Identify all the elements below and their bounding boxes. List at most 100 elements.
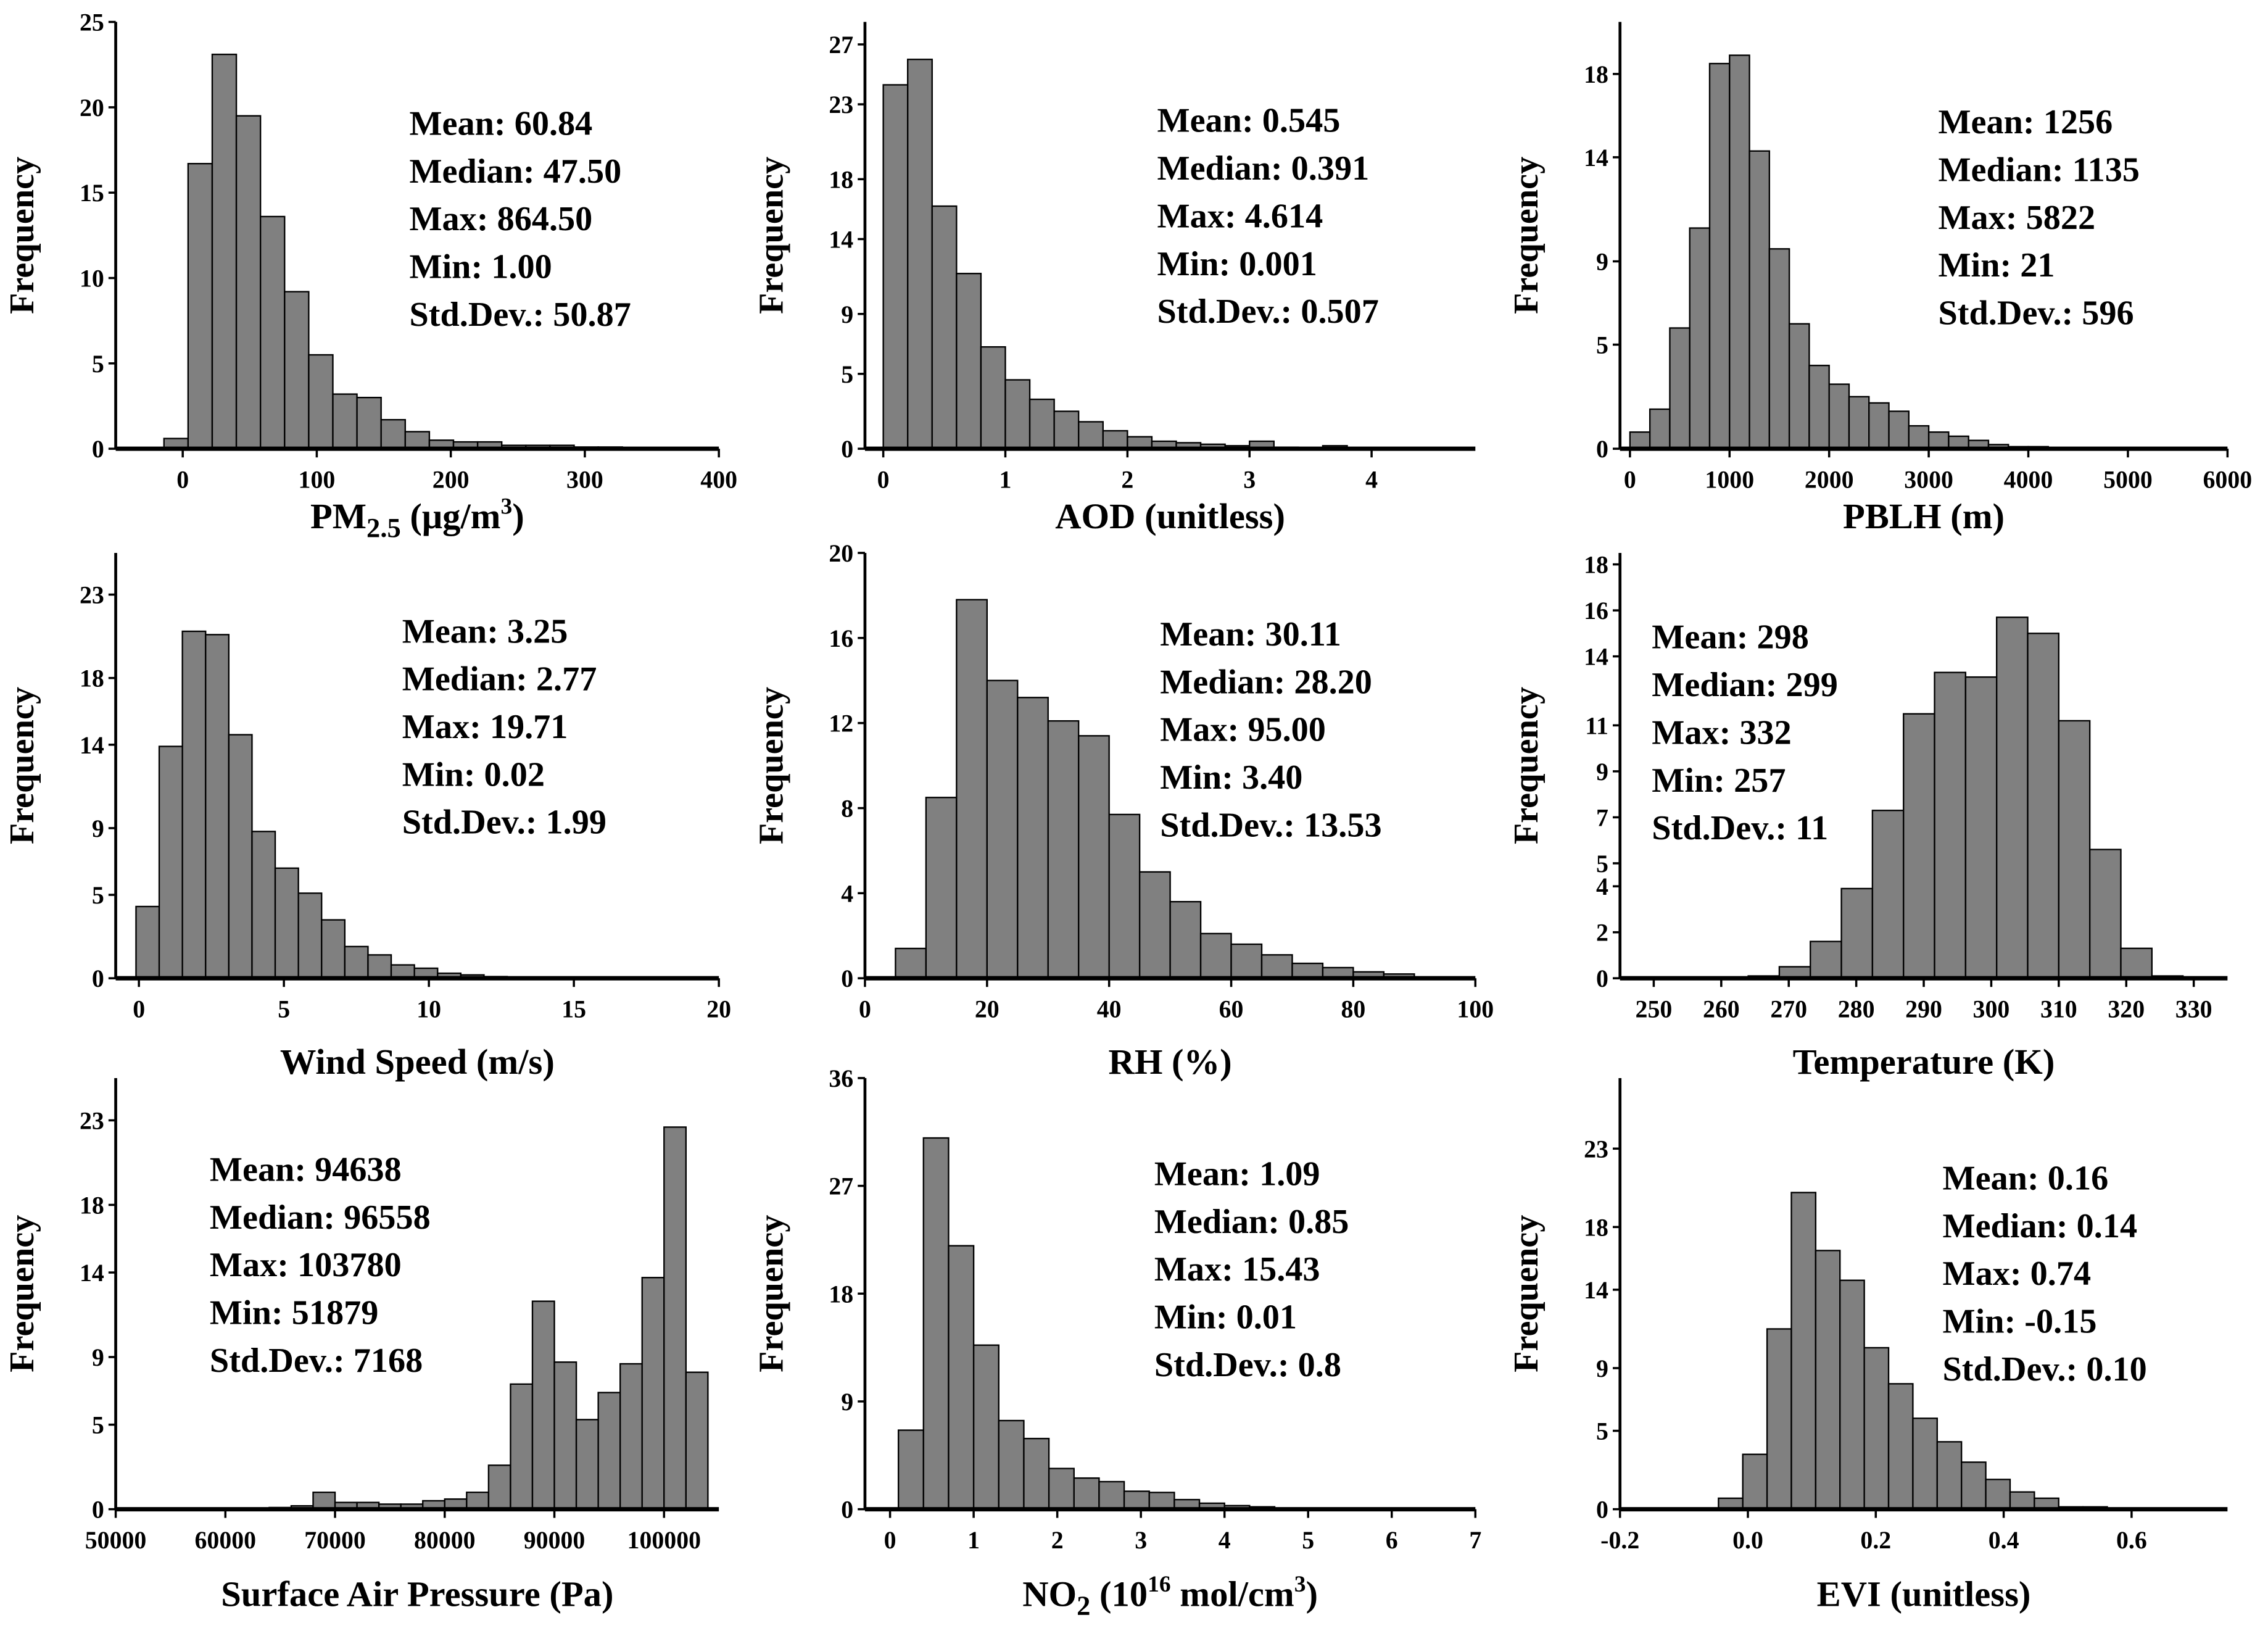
x-tick-label: 4000 xyxy=(2004,465,2053,493)
histogram-bar xyxy=(2027,633,2060,979)
y-axis-title: Frequency xyxy=(1507,687,1546,844)
histogram-bar xyxy=(1871,810,1905,979)
histogram-bar xyxy=(597,1392,621,1510)
histogram-bar xyxy=(211,53,238,450)
x-tick-label: 1 xyxy=(999,465,1012,493)
y-axis-title: Frequency xyxy=(3,157,41,314)
y-tick-label: 18 xyxy=(829,1280,853,1308)
summary-statistic: Max: 0.74 xyxy=(1943,1255,2092,1293)
y-axis-title: Frequency xyxy=(1507,1215,1546,1372)
x-tick-label: 5000 xyxy=(2103,465,2153,493)
y-tick-label: 18 xyxy=(1584,1213,1608,1241)
y-tick-label: 9 xyxy=(1596,758,1608,786)
x-tick-label: 5 xyxy=(278,995,290,1023)
summary-statistic: Std.Dev.: 0.8 xyxy=(1154,1346,1341,1384)
x-tick-label: 0.4 xyxy=(1989,1526,2019,1554)
x-tick-label: 6 xyxy=(1386,1526,1398,1554)
x-tick-label: 1 xyxy=(967,1526,980,1554)
x-tick-label: 70000 xyxy=(304,1526,366,1554)
x-tick-label: 3000 xyxy=(1904,465,1953,493)
y-axis-title: Frequency xyxy=(3,687,41,844)
summary-statistic: Mean: 0.16 xyxy=(1943,1159,2109,1197)
y-tick-label: 0 xyxy=(92,965,104,992)
x-tick-label: 400 xyxy=(700,465,737,493)
histogram-bar xyxy=(1934,671,1967,979)
x-tick-label: 10 xyxy=(416,995,441,1023)
x-tick-label: 2 xyxy=(1121,465,1133,493)
x-tick-label: 2000 xyxy=(1805,465,1854,493)
x-tick-label: 0 xyxy=(884,1526,896,1554)
histogram-bar xyxy=(1260,954,1293,979)
x-tick-label: 0 xyxy=(176,465,189,493)
summary-statistic: Std.Dev.: 11 xyxy=(1652,809,1828,847)
histogram-bar xyxy=(1708,62,1731,450)
histogram-bar xyxy=(1291,962,1324,979)
summary-statistic: Min: 0.001 xyxy=(1157,245,1317,283)
histogram-bar xyxy=(553,1361,577,1510)
y-tick-label: 7 xyxy=(1596,803,1608,831)
y-tick-label: 14 xyxy=(829,225,853,253)
y-tick-label: 27 xyxy=(829,31,853,59)
x-tick-label: 2 xyxy=(1051,1526,1064,1554)
histogram-bar xyxy=(1199,932,1232,979)
x-tick-label: 0 xyxy=(133,995,145,1023)
summary-statistic: Min: 0.01 xyxy=(1154,1298,1297,1337)
histogram-bar xyxy=(466,1492,490,1510)
histogram-bar xyxy=(274,867,299,979)
x-tick-label: 15 xyxy=(561,995,586,1023)
histogram-bar xyxy=(2120,947,2153,979)
x-axis-title: Surface Air Pressure (Pa) xyxy=(221,1574,613,1614)
x-tick-label: 270 xyxy=(1770,995,1807,1023)
summary-statistic: Mean: 1256 xyxy=(1938,103,2113,141)
x-axis-title: RH (%) xyxy=(1109,1042,1232,1082)
summary-statistic: Min: 3.40 xyxy=(1160,758,1302,797)
y-tick-label: 0 xyxy=(1596,435,1608,463)
y-axis-title: Frequency xyxy=(752,687,790,844)
histogram-bar xyxy=(1102,430,1128,450)
y-tick-label: 14 xyxy=(1584,643,1608,671)
histogram-bar xyxy=(1961,1461,1987,1510)
histogram-bar xyxy=(187,162,213,450)
histogram-bar xyxy=(685,1371,709,1510)
x-axis-title-part: PBLH (m) xyxy=(1843,496,2005,536)
histogram-bar xyxy=(2009,1491,2035,1510)
histogram-bar xyxy=(1749,150,1771,450)
histogram-bar xyxy=(907,59,933,450)
x-tick-label: 0.6 xyxy=(2116,1526,2147,1554)
x-tick-label: 250 xyxy=(1636,995,1673,1023)
histogram-bar xyxy=(1908,425,1930,450)
histogram-bar xyxy=(1649,408,1671,450)
x-axis-title-part: EVI (unitless) xyxy=(1817,1574,2031,1614)
x-tick-label: 0 xyxy=(1624,465,1636,493)
x-axis-title: Temperature (K) xyxy=(1793,1042,2055,1082)
y-axis-title: Frequency xyxy=(1507,157,1546,314)
summary-statistic: Median: 1135 xyxy=(1938,151,2140,189)
summary-statistic: Max: 95.00 xyxy=(1160,711,1326,749)
summary-statistic: Std.Dev.: 50.87 xyxy=(409,296,631,334)
y-axis-title: Frequency xyxy=(3,1215,41,1372)
histogram-bar xyxy=(1629,431,1651,450)
histogram-bar xyxy=(1230,943,1263,979)
x-tick-label: 5 xyxy=(1302,1526,1314,1554)
summary-statistic: Mean: 298 xyxy=(1652,618,1809,657)
x-axis-title-part: Temperature (K) xyxy=(1793,1042,2055,1082)
summary-statistic: Std.Dev.: 7168 xyxy=(210,1342,423,1380)
summary-statistic: Mean: 30.11 xyxy=(1160,615,1341,654)
summary-statistic: Min: 1.00 xyxy=(409,248,552,286)
x-tick-label: 100000 xyxy=(627,1526,702,1554)
y-tick-label: 0 xyxy=(1596,1496,1608,1524)
y-tick-label: 5 xyxy=(841,360,853,388)
x-axis-title: PBLH (m) xyxy=(1843,496,2005,536)
summary-statistic: Max: 5822 xyxy=(1938,199,2095,237)
histogram-bar xyxy=(297,892,323,979)
y-tick-label: 23 xyxy=(829,91,853,118)
x-axis-title-part: (10 xyxy=(1090,1574,1148,1614)
summary-statistic: Mean: 60.84 xyxy=(409,104,592,143)
summary-statistic: Median: 0.14 xyxy=(1943,1207,2138,1245)
x-axis-title-part: PM xyxy=(310,496,366,536)
histogram-bar xyxy=(1903,713,1935,979)
histogram-bar xyxy=(1985,1479,2011,1510)
histogram-bar xyxy=(1766,1328,1792,1510)
summary-statistic: Max: 103780 xyxy=(210,1246,402,1284)
